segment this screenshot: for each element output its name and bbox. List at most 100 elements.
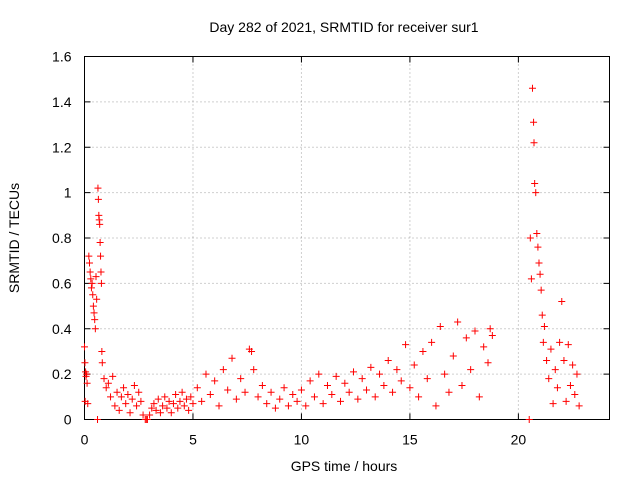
data-point	[198, 397, 206, 405]
data-point	[484, 359, 492, 367]
data-point	[319, 400, 327, 408]
data-point	[332, 372, 340, 380]
y-tick-label: 0.8	[52, 230, 72, 246]
data-point	[297, 386, 305, 394]
data-point	[89, 302, 97, 310]
data-point	[258, 381, 266, 389]
data-point	[315, 370, 323, 378]
data-point	[241, 388, 249, 396]
data-point	[445, 388, 453, 396]
data-point	[532, 189, 540, 197]
data-point	[85, 259, 93, 267]
data-point	[115, 406, 123, 414]
grid	[84, 56, 610, 420]
data-point	[135, 388, 143, 396]
y-axis-label: SRMTID / TECUs	[6, 183, 22, 293]
data-point	[539, 338, 547, 346]
data-point	[97, 252, 105, 260]
data-point	[176, 397, 184, 405]
data-point	[98, 347, 106, 355]
data-point	[289, 391, 297, 399]
data-point	[384, 357, 392, 365]
data-point	[169, 400, 177, 408]
data-point	[86, 268, 94, 276]
data-point	[97, 268, 105, 276]
x-tick-label: 15	[402, 432, 418, 448]
data-point	[219, 366, 227, 374]
data-point	[556, 338, 564, 346]
data-point	[471, 327, 479, 335]
data-point	[549, 400, 557, 408]
data-point	[558, 298, 566, 306]
data-point	[215, 402, 223, 410]
data-point	[527, 275, 535, 283]
chart-title: Day 282 of 2021, SRMTID for receiver sur…	[209, 19, 478, 35]
data-point	[569, 361, 577, 369]
data-point	[467, 366, 475, 374]
data-point	[100, 375, 108, 383]
data-point	[93, 295, 101, 303]
data-point	[363, 386, 371, 394]
data-point	[528, 84, 536, 92]
data-point	[267, 388, 275, 396]
y-tick-label: 1.4	[52, 94, 72, 110]
data-point	[537, 286, 545, 294]
data-point	[92, 273, 100, 281]
data-point	[367, 363, 375, 371]
data-point	[543, 357, 551, 365]
data-point	[96, 220, 104, 228]
data-point	[182, 395, 190, 403]
data-point	[336, 397, 344, 405]
data-point	[152, 406, 160, 414]
data-point	[530, 139, 538, 147]
data-point	[415, 393, 423, 401]
data-point	[560, 357, 568, 365]
data-point	[96, 239, 104, 247]
data-point	[350, 368, 358, 376]
data-point	[163, 404, 171, 412]
data-point	[130, 381, 138, 389]
data-point	[462, 334, 470, 342]
x-axis-label: GPS time / hours	[291, 458, 398, 474]
data-point	[124, 391, 132, 399]
data-point	[551, 366, 559, 374]
y-tick-label: 0.2	[52, 366, 72, 382]
data-point	[380, 381, 388, 389]
data-point	[428, 338, 436, 346]
data-point	[139, 411, 147, 419]
data-point	[526, 234, 534, 242]
data-point	[480, 343, 488, 351]
data-point	[178, 388, 186, 396]
data-point	[254, 393, 262, 401]
data-point	[146, 411, 154, 419]
data-point	[113, 388, 121, 396]
data-point	[224, 386, 232, 394]
x-tick-label: 20	[511, 432, 527, 448]
data-point	[536, 270, 544, 278]
data-point	[237, 375, 245, 383]
data-point	[358, 375, 366, 383]
data-point	[83, 370, 91, 378]
data-point	[345, 388, 353, 396]
data-point	[562, 397, 570, 405]
data-point	[133, 402, 141, 410]
data-point	[143, 416, 151, 423]
data-point	[449, 352, 457, 360]
data-point	[165, 397, 173, 405]
data-point	[102, 384, 110, 392]
data-point	[232, 395, 240, 403]
data-point	[107, 393, 115, 401]
data-point	[475, 393, 483, 401]
axis-ticks: 0 5 10 15 20 0 0.2 0.4 0.6 0.8 1 1.2 1.4 1.6	[52, 49, 610, 448]
data-point	[98, 359, 106, 367]
data-point	[402, 341, 410, 349]
y-tick-label: 1	[64, 185, 72, 201]
data-point	[293, 397, 301, 405]
data-point	[148, 404, 156, 412]
data-point	[137, 397, 145, 405]
data-point	[89, 291, 97, 299]
data-point	[271, 404, 279, 412]
data-point	[436, 322, 444, 330]
data-point	[535, 259, 543, 267]
